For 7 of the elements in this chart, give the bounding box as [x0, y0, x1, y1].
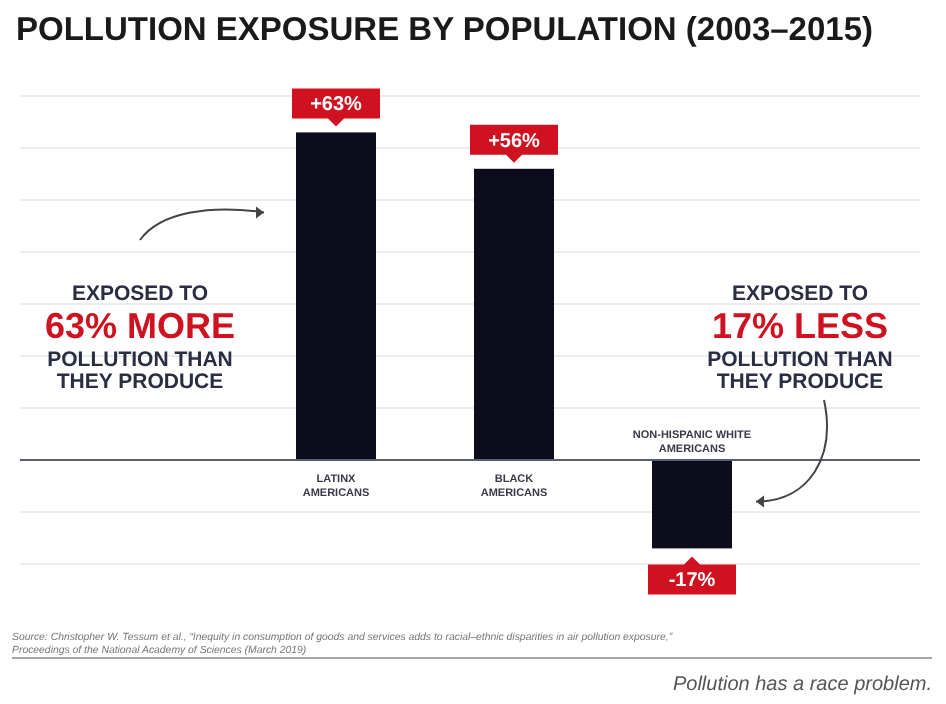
data-label: +63% — [310, 94, 363, 117]
text: EXPOSED TO 63% MORE POLLUTION THAN THEY PRODUCE — [44, 282, 236, 394]
annotation: EXPOSED TO 17% LESS POLLUTION THAN THEY PRODUCE — [707, 282, 893, 394]
text: Pollution has a race problem. — [672, 674, 932, 696]
data-label: -17% — [668, 570, 716, 593]
chart-title: POLLUTION EXPOSURE BY POPULATION (2003–2015) — [16, 12, 874, 48]
data-label: +56% — [488, 130, 541, 153]
